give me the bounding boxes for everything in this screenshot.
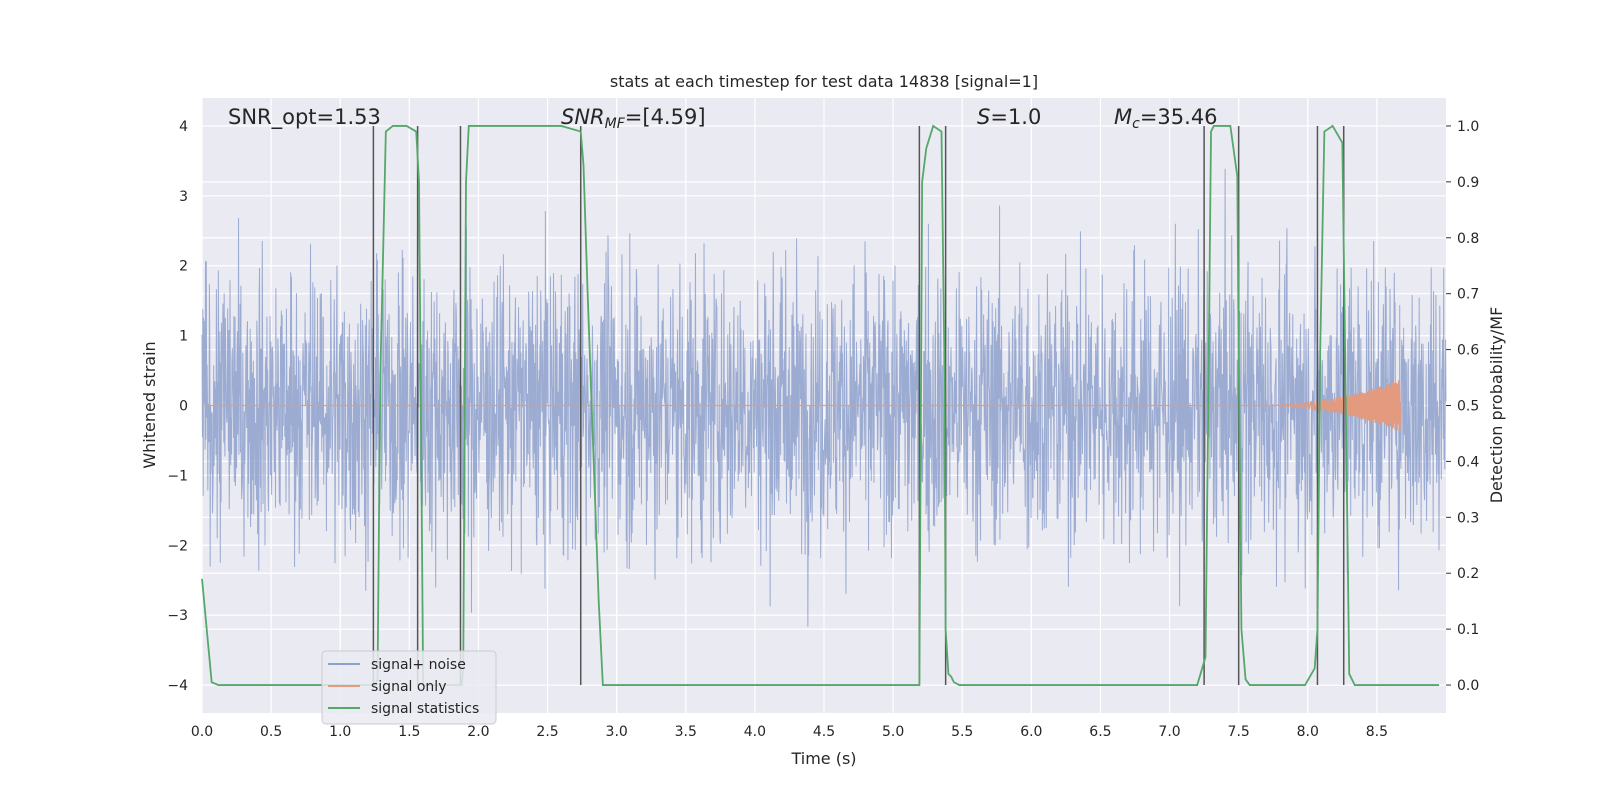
- y-left-tick-label: −3: [167, 608, 188, 624]
- y-right-tick-label: 0.2: [1457, 566, 1479, 582]
- y-left-tick-label: 4: [179, 119, 188, 135]
- y-right-tick-label: 0.4: [1457, 454, 1479, 470]
- x-tick-label: 1.5: [398, 724, 420, 740]
- annotation-s: S=1.0: [977, 105, 1041, 129]
- x-tick-label: 4.0: [744, 724, 766, 740]
- x-axis-ticks: 0.0 0.5 1.0 1.5 2.0 2.5 3.0 3.5 4.0 4.5 5.0 5.5 6.0 6…: [191, 724, 1388, 740]
- y-axis-right-ticks: 0.0 0.1 0.2 0.3 0.4 0.5 0.6 0.7 0.8 0.9 1.0: [1446, 119, 1479, 694]
- legend-label-noise: signal+ noise: [371, 657, 466, 673]
- series-signal-statistics: [201, 124, 1440, 686]
- series-signal-only: [202, 380, 1402, 431]
- y-left-tick-label: 0: [179, 399, 188, 415]
- y-right-tick-label: 0.9: [1457, 175, 1479, 191]
- y-left-tick-label: −4: [167, 678, 188, 694]
- x-tick-label: 2.5: [536, 724, 558, 740]
- y-left-tick-label: 3: [179, 189, 188, 205]
- x-tick-label: 5.5: [951, 724, 973, 740]
- x-tick-label: 3.5: [675, 724, 697, 740]
- y-left-tick-label: 1: [179, 329, 188, 345]
- y-left-tick-label: −2: [167, 538, 188, 554]
- y-right-tick-label: 0.5: [1457, 399, 1479, 415]
- x-axis-label: Time (s): [790, 749, 856, 768]
- statistics-line: [201, 124, 1440, 686]
- annotation-mc: Mc=35.46: [1114, 105, 1218, 132]
- chart-title: stats at each timestep for test data 148…: [610, 72, 1038, 91]
- y-axis-right-label: Detection probability/MF: [1487, 307, 1506, 504]
- x-tick-label: 2.0: [467, 724, 489, 740]
- x-tick-label: 0.0: [191, 724, 213, 740]
- y-right-tick-label: 0.7: [1457, 287, 1479, 303]
- y-left-tick-label: 2: [179, 259, 188, 275]
- y-right-tick-label: 0.3: [1457, 510, 1479, 526]
- legend-label-signal: signal only: [371, 679, 446, 695]
- x-tick-label: 4.5: [813, 724, 835, 740]
- x-tick-label: 0.5: [260, 724, 282, 740]
- y-right-tick-label: 0.6: [1457, 343, 1479, 359]
- signal-trace: [202, 380, 1402, 431]
- x-tick-label: 8.0: [1297, 724, 1319, 740]
- x-tick-label: 3.0: [606, 724, 628, 740]
- y-axis-left-label: Whitened strain: [140, 341, 159, 468]
- annotation-snr-mf: SNRMF=[4.59]: [561, 105, 706, 132]
- x-tick-label: 7.5: [1228, 724, 1250, 740]
- x-tick-label: 6.0: [1020, 724, 1042, 740]
- y-axis-left-ticks: −4 −3 −2 −1 0 1 2 3 4: [167, 119, 188, 694]
- x-tick-label: 6.5: [1089, 724, 1111, 740]
- x-tick-label: 8.5: [1366, 724, 1388, 740]
- x-tick-label: 1.0: [329, 724, 351, 740]
- legend-box: [321, 650, 497, 725]
- x-tick-label: 7.0: [1158, 724, 1180, 740]
- annotation-snr-opt: SNR_opt=1.53: [228, 105, 381, 130]
- legend: signal+ noise signal only signal statist…: [321, 650, 497, 725]
- y-right-tick-label: 0.1: [1457, 622, 1479, 638]
- y-right-tick-label: 1.0: [1457, 119, 1479, 135]
- y-right-tick-label: 0.0: [1457, 678, 1479, 694]
- y-left-tick-label: −1: [167, 468, 188, 484]
- y-right-tick-label: 0.8: [1457, 231, 1479, 247]
- x-tick-label: 5.0: [882, 724, 904, 740]
- legend-label-statistics: signal statistics: [371, 701, 479, 717]
